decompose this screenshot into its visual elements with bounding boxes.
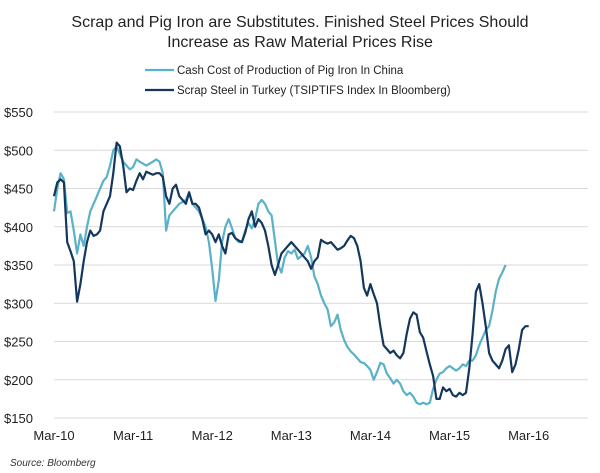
y-tick-label: $150 (4, 411, 33, 426)
legend-label-scrap-steel: Scrap Steel in Turkey (TSIPTIFS Index In… (177, 85, 451, 97)
y-tick-label: $200 (4, 373, 33, 388)
y-tick-label: $250 (4, 335, 33, 350)
y-tick-label: $300 (4, 296, 33, 311)
x-axis-ticks: Mar-10 Mar-11 Mar-12 Mar-13 Mar-14 Mar-15 Mar-… (33, 428, 549, 443)
y-tick-label: $500 (4, 143, 33, 158)
x-tick-label: Mar-14 (350, 428, 391, 443)
legend-label-pig-iron: Cash Cost of Production of Pig Iron In C… (177, 65, 404, 77)
series-lines (52, 141, 529, 406)
source-note: Source: Bloomberg (10, 458, 96, 469)
y-tick-label: $350 (4, 258, 33, 273)
x-tick-label: Mar-10 (33, 428, 74, 443)
x-tick-label: Mar-15 (429, 428, 470, 443)
y-tick-label: $450 (4, 182, 33, 197)
x-tick-label: Mar-16 (508, 428, 549, 443)
y-tick-label: $550 (4, 105, 33, 120)
chart-title-line2: Increase as Raw Material Prices Rise (167, 34, 433, 51)
y-axis-ticks: $150 $200 $250 $300 $350 $400 $450 $500 $550 (4, 105, 33, 426)
x-tick-label: Mar-12 (192, 428, 233, 443)
x-tick-label: Mar-13 (271, 428, 312, 443)
series-line-scrap-steel (52, 141, 529, 400)
gridlines (54, 111, 588, 419)
x-tick-label: Mar-11 (113, 428, 153, 443)
chart-title-line1: Scrap and Pig Iron are Substitutes. Fini… (71, 14, 528, 31)
series-line-pig-iron (52, 145, 507, 406)
y-tick-label: $400 (4, 220, 33, 235)
legend: Cash Cost of Production of Pig Iron In C… (145, 65, 451, 97)
